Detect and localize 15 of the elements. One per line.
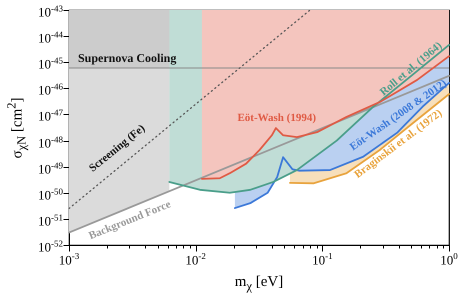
series-label: Eöt-Wash (1994) [237,112,316,124]
x-tick-label: 10$^{0}$ [440,251,458,268]
y-tick-label: 10$^{-45}$ [38,55,63,72]
y-tick-label: 10$^{-50}$ [38,186,63,202]
band-label: Supernova Cooling [78,51,176,66]
x-tick-label: 10$^{-1}$ [312,251,333,268]
y-tick-label: 10$^{-48}$ [38,134,63,150]
y-tick-label: 10$^{-43}$ [38,3,63,20]
y-tick-label: 10$^{-49}$ [38,160,63,176]
y-tick-label: 10$^{-46}$ [38,82,63,98]
y-tick-label: 10$^{-47}$ [38,108,63,124]
y-tick-label: 10$^{-51}$ [38,212,63,228]
x-axis-title: m$_{χ}$ [eV] [234,274,284,294]
x-tick-label: 10$^{-2}$ [185,251,206,268]
y-tick-label: 10$^{-44}$ [38,29,63,46]
